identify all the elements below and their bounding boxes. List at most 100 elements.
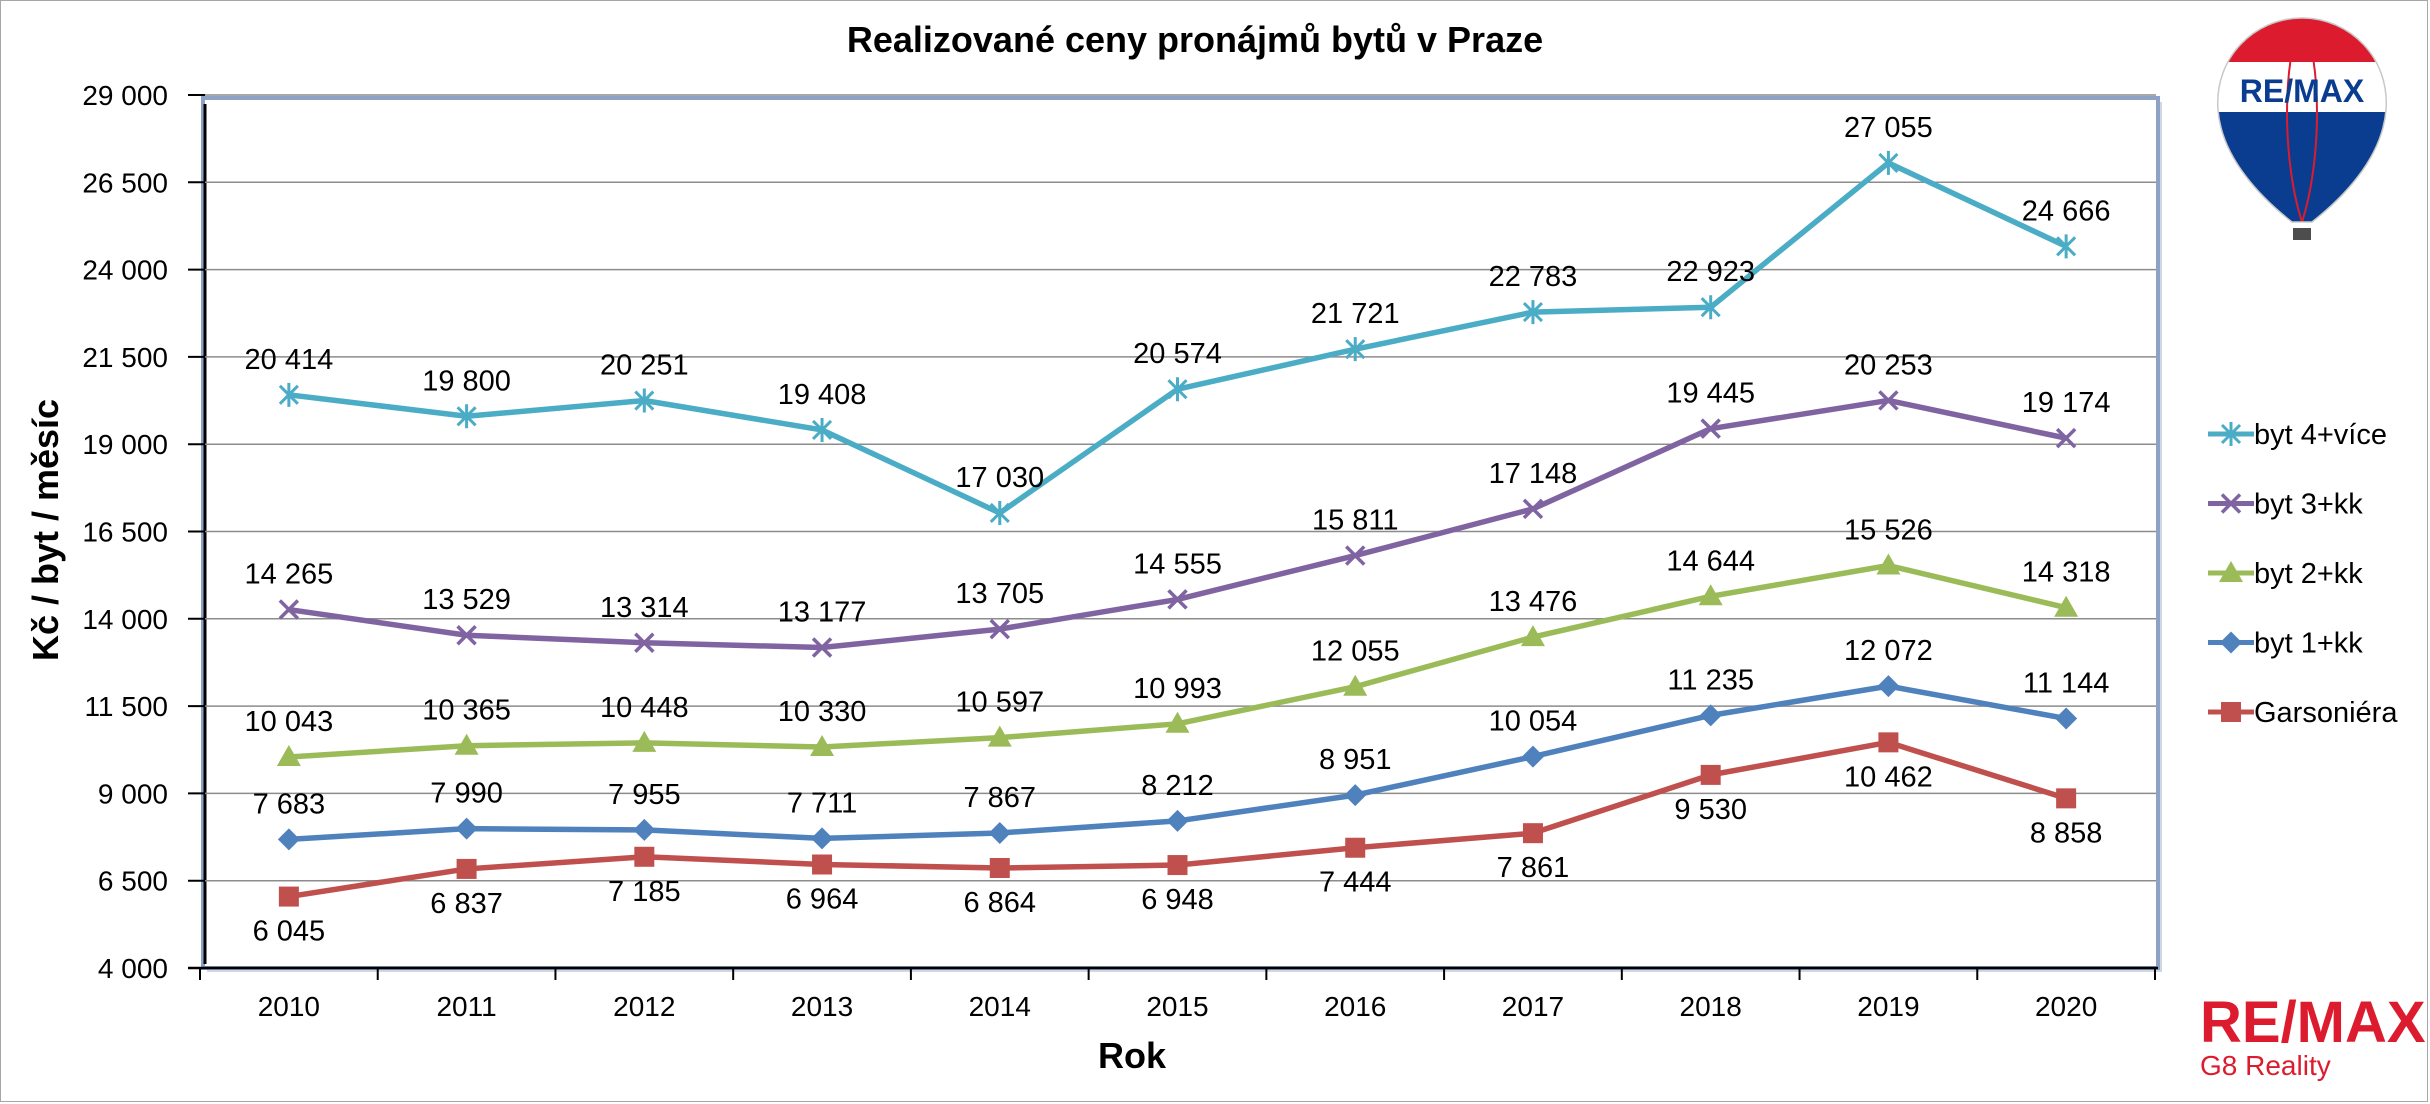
data-label: 7 955 [608, 779, 681, 811]
data-label: 13 476 [1489, 586, 1578, 618]
data-point-marker [810, 734, 835, 756]
data-label: 10 993 [1133, 673, 1222, 705]
data-point-marker [454, 733, 479, 755]
data-point-marker [1167, 589, 1188, 610]
data-label: 20 251 [600, 350, 689, 382]
legend-label: byt 2+kk [2254, 558, 2363, 590]
x-tick-label: 2016 [1324, 991, 1386, 1022]
data-point-marker [1520, 625, 1545, 647]
data-label: 11 144 [2023, 668, 2110, 700]
series-markers [276, 150, 2079, 907]
data-label: 8 951 [1319, 744, 1392, 776]
data-point-marker [1700, 295, 1721, 320]
y-tick-label: 26 500 [82, 167, 168, 198]
data-point-marker [2054, 595, 2079, 617]
data-point-marker [455, 817, 478, 840]
x-axis-label: Rok [1098, 1035, 1167, 1076]
data-label: 15 811 [1312, 505, 1399, 537]
legend-label: byt 4+více [2254, 419, 2387, 451]
data-label: 10 597 [955, 687, 1044, 719]
legend-swatch-marker [2219, 561, 2243, 582]
x-tick-label: 2010 [258, 991, 320, 1022]
data-point-marker [456, 625, 477, 646]
data-label: 8 212 [1141, 770, 1214, 802]
data-point-marker [1167, 855, 1188, 876]
data-point-marker [632, 730, 657, 752]
data-label: 6 045 [253, 916, 326, 948]
data-label: 6 964 [786, 883, 859, 915]
data-label: 14 644 [1666, 545, 1755, 577]
data-label: 19 445 [1666, 378, 1755, 410]
balloon-logo-text: RE/MAX [2240, 73, 2365, 109]
data-label: 6 948 [1141, 884, 1214, 916]
data-point-marker [276, 744, 301, 766]
remax-g8-logo: RE/MAX G8 Reality [2200, 990, 2426, 1081]
y-tick-label: 9 000 [98, 778, 168, 809]
data-point-marker [456, 858, 477, 879]
data-point-marker [811, 827, 834, 850]
data-point-marker [988, 821, 1011, 844]
data-label: 20 574 [1133, 338, 1222, 370]
data-point-marker [634, 388, 655, 413]
data-point-marker [1522, 823, 1543, 844]
y-tick-label: 21 500 [82, 342, 168, 373]
data-point-marker [1878, 732, 1899, 753]
data-point-marker [1522, 300, 1544, 325]
data-point-marker [811, 637, 833, 658]
data-label: 10 043 [245, 706, 334, 738]
x-tick-label: 2013 [791, 991, 853, 1022]
data-label: 12 072 [1844, 635, 1933, 667]
data-label: 7 861 [1497, 852, 1570, 884]
data-label: 20 414 [245, 344, 334, 376]
data-point-marker [1167, 377, 1188, 402]
x-tick-label: 2015 [1146, 991, 1208, 1022]
data-point-marker [1345, 837, 1366, 858]
x-tick-label: 2011 [436, 991, 496, 1022]
data-label: 13 177 [778, 597, 867, 629]
y-tick-label: 6 500 [98, 866, 168, 897]
data-label: 17 030 [955, 462, 1044, 494]
data-label: 7 990 [430, 778, 503, 810]
y-tick-label: 29 000 [82, 80, 168, 111]
remax-logo-text: RE/MAX [2200, 990, 2426, 1055]
legend-swatch-marker [2221, 702, 2241, 722]
data-point-marker [1877, 675, 1900, 698]
data-label: 7 185 [608, 876, 681, 908]
legend-swatch-marker [2220, 422, 2242, 446]
legend-label: byt 1+kk [2254, 628, 2363, 660]
data-point-marker [277, 828, 300, 851]
y-tick-label: 14 000 [82, 604, 168, 635]
data-label: 6 837 [430, 888, 503, 920]
data-label: 10 448 [600, 692, 689, 724]
data-point-marker [1165, 711, 1190, 733]
data-point-marker [2056, 788, 2077, 809]
data-point-marker [812, 854, 833, 875]
data-label: 10 330 [778, 696, 867, 728]
data-point-marker [811, 417, 833, 442]
data-label: 14 265 [245, 559, 334, 591]
data-label: 22 923 [1666, 256, 1755, 288]
data-point-marker [1878, 390, 1899, 411]
data-label: 19 174 [2022, 387, 2111, 419]
legend-swatch-marker [2220, 631, 2242, 654]
legend: byt 4+více byt 3+kk byt 2+kk byt 1+kk Garson… [2208, 419, 2398, 729]
data-point-marker [456, 404, 477, 429]
legend-label: Garsoniéra [2254, 697, 2398, 729]
remax-logo-subtext: G8 Reality [2200, 1050, 2331, 1081]
chart-title: Realizované ceny pronájmů bytů v Praze [847, 19, 1543, 60]
legend-swatch-marker [2220, 493, 2242, 514]
data-point-marker [1343, 674, 1368, 696]
data-point-marker [989, 618, 1011, 640]
data-label: 19 800 [422, 365, 511, 397]
data-label: 13 529 [422, 584, 511, 616]
data-label: 27 055 [1844, 112, 1933, 144]
legend-label: byt 3+kk [2254, 489, 2363, 521]
data-point-marker [1876, 553, 1901, 575]
data-point-marker [634, 632, 655, 653]
data-point-marker [1522, 498, 1544, 520]
x-tick-label: 2018 [1680, 991, 1742, 1022]
data-label: 11 235 [1667, 664, 1754, 696]
data-label: 7 711 [787, 787, 857, 819]
y-axis-label: Kč / byt / měsíc [25, 399, 66, 661]
